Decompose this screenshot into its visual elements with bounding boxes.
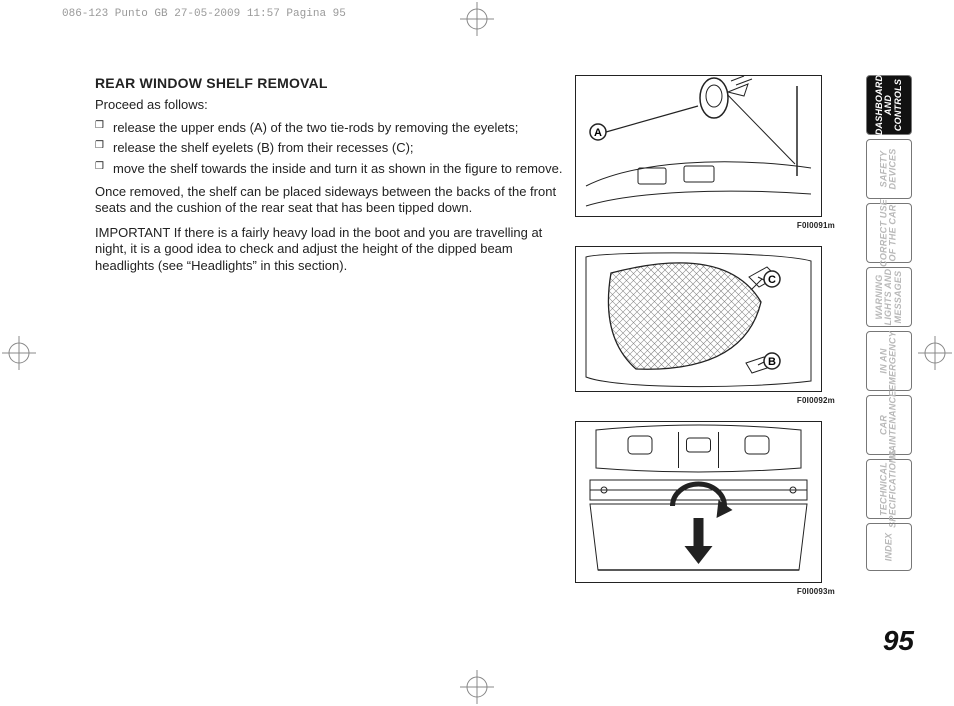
section-tab-label: CARMAINTENANCE xyxy=(880,391,899,460)
figure-caption: F0I0091m xyxy=(575,221,835,230)
section-heading: REAR WINDOW SHELF REMOVAL xyxy=(95,75,565,91)
figure-caption: F0I0093m xyxy=(575,587,835,596)
section-tab-5[interactable]: CARMAINTENANCE xyxy=(866,395,912,455)
intro-text: Proceed as follows: xyxy=(95,97,565,114)
svg-text:B: B xyxy=(768,356,776,368)
figure-3 xyxy=(575,421,822,583)
section-tab-label: IN ANEMERGENCY xyxy=(880,331,899,391)
figure-caption: F0I0092m xyxy=(575,396,835,405)
section-tab-label: SAFETYDEVICES xyxy=(880,149,899,190)
section-tab-label: WARNINGLIGHTS ANDMESSAGES xyxy=(875,269,903,326)
section-tab-7[interactable]: INDEX xyxy=(866,523,912,571)
step-item: release the upper ends (A) of the two ti… xyxy=(95,120,565,137)
figure-2: C B xyxy=(575,246,822,392)
section-tab-0[interactable]: DASHBOARDANDCONTROLS xyxy=(866,75,912,135)
section-tab-label: INDEX xyxy=(884,533,893,562)
important-label: IMPORTANT xyxy=(95,225,170,240)
section-tab-6[interactable]: TECHNICALSPECIFICATIONS xyxy=(866,459,912,519)
section-tab-4[interactable]: IN ANEMERGENCY xyxy=(866,331,912,391)
crop-mark-right xyxy=(918,336,952,370)
important-note: IMPORTANT If there is a fairly heavy loa… xyxy=(95,225,565,275)
print-job-header: 086-123 Punto GB 27-05-2009 11:57 Pagina… xyxy=(62,8,346,20)
section-tab-2[interactable]: CORRECT USEOF THE CAR xyxy=(866,203,912,263)
steps-list: release the upper ends (A) of the two ti… xyxy=(95,120,565,178)
crop-mark-left xyxy=(2,336,36,370)
figure-1: A xyxy=(575,75,822,217)
side-tab-strip: DASHBOARDANDCONTROLS SAFETYDEVICES CORRECT… xyxy=(866,75,914,575)
svg-text:A: A xyxy=(594,127,602,139)
page-content: REAR WINDOW SHELF REMOVAL Proceed as fol… xyxy=(95,70,909,666)
text-column: REAR WINDOW SHELF REMOVAL Proceed as fol… xyxy=(95,75,565,281)
paragraph: Once removed, the shelf can be placed si… xyxy=(95,184,565,217)
svg-text:C: C xyxy=(768,274,776,286)
step-item: move the shelf towards the inside and tu… xyxy=(95,161,565,178)
step-item: release the shelf eyelets (B) from their… xyxy=(95,140,565,157)
crop-mark-bottom xyxy=(460,670,494,704)
section-tab-1[interactable]: SAFETYDEVICES xyxy=(866,139,912,199)
section-tab-3[interactable]: WARNINGLIGHTS ANDMESSAGES xyxy=(866,267,912,327)
page-number: 95 xyxy=(883,625,914,657)
figures-column: A F0I0091m C B F0I0092m xyxy=(575,75,840,612)
section-tab-label: CORRECT USEOF THE CAR xyxy=(880,199,899,267)
section-tab-label: DASHBOARDANDCONTROLS xyxy=(875,75,903,135)
crop-mark-top xyxy=(460,2,494,36)
section-tab-label: TECHNICALSPECIFICATIONS xyxy=(880,450,899,528)
